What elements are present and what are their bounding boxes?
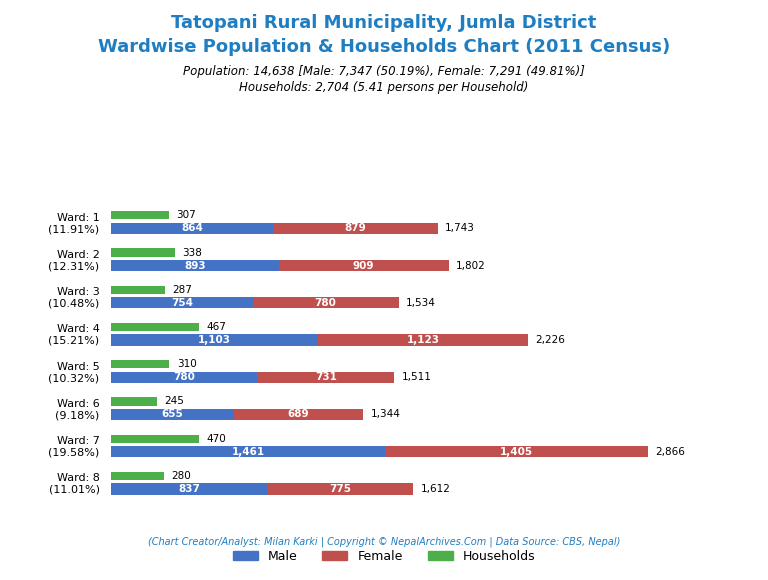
Text: 310: 310 [177,359,197,369]
Legend: Male, Female, Households: Male, Female, Households [227,545,541,568]
Bar [111,472,164,480]
Text: 245: 245 [164,397,184,407]
Text: 1,802: 1,802 [456,260,486,270]
Bar [111,397,157,405]
Bar [111,360,170,368]
Bar [111,211,169,219]
Text: Households: 2,704 (5.41 persons per Household): Households: 2,704 (5.41 persons per Hous… [240,81,528,94]
Bar [234,409,363,420]
Bar [111,372,257,383]
Bar [385,446,648,457]
Text: 2,866: 2,866 [655,447,685,456]
Text: 287: 287 [173,285,193,295]
Text: 1,103: 1,103 [198,335,231,345]
Bar [111,260,279,271]
Text: 879: 879 [345,223,366,233]
Text: Tatopani Rural Municipality, Jumla District: Tatopani Rural Municipality, Jumla Distr… [171,14,597,32]
Bar [253,297,399,309]
Text: 1,511: 1,511 [402,372,432,382]
Text: 775: 775 [329,484,352,494]
Text: 1,405: 1,405 [500,447,533,456]
Text: 1,743: 1,743 [445,223,475,233]
Text: 307: 307 [177,211,196,220]
Bar [318,335,528,346]
Bar [257,372,394,383]
Text: 1,123: 1,123 [406,335,439,345]
Text: 470: 470 [207,434,227,444]
Bar [111,335,318,346]
Text: 1,344: 1,344 [370,409,400,419]
Text: 780: 780 [315,298,336,308]
Text: Wardwise Population & Households Chart (2011 Census): Wardwise Population & Households Chart (… [98,38,670,56]
Text: 689: 689 [288,409,310,419]
Bar [111,446,385,457]
Text: 837: 837 [179,484,200,494]
Text: 655: 655 [162,409,184,419]
Text: 2,226: 2,226 [535,335,565,345]
Bar [273,223,438,234]
Text: 909: 909 [353,260,374,270]
Text: (Chart Creator/Analyst: Milan Karki | Copyright © NepalArchives.Com | Data Sourc: (Chart Creator/Analyst: Milan Karki | Co… [147,536,621,547]
Bar [111,297,253,309]
Bar [111,409,234,420]
Text: 1,534: 1,534 [406,298,436,308]
Text: 780: 780 [174,372,195,382]
Text: 864: 864 [181,223,204,233]
Text: 731: 731 [315,372,336,382]
Bar [111,286,165,294]
Text: Population: 14,638 [Male: 7,347 (50.19%), Female: 7,291 (49.81%)]: Population: 14,638 [Male: 7,347 (50.19%)… [183,65,585,78]
Bar [279,260,449,271]
Bar [111,223,273,234]
Bar [111,248,174,256]
Bar [111,323,199,331]
Text: 893: 893 [184,260,206,270]
Bar [111,434,200,443]
Text: 338: 338 [182,248,202,258]
Bar [111,483,268,495]
Text: 280: 280 [171,471,191,481]
Text: 1,612: 1,612 [421,484,451,494]
Text: 1,461: 1,461 [231,447,265,456]
Text: 467: 467 [207,322,226,332]
Text: 754: 754 [171,298,193,308]
Bar [268,483,413,495]
